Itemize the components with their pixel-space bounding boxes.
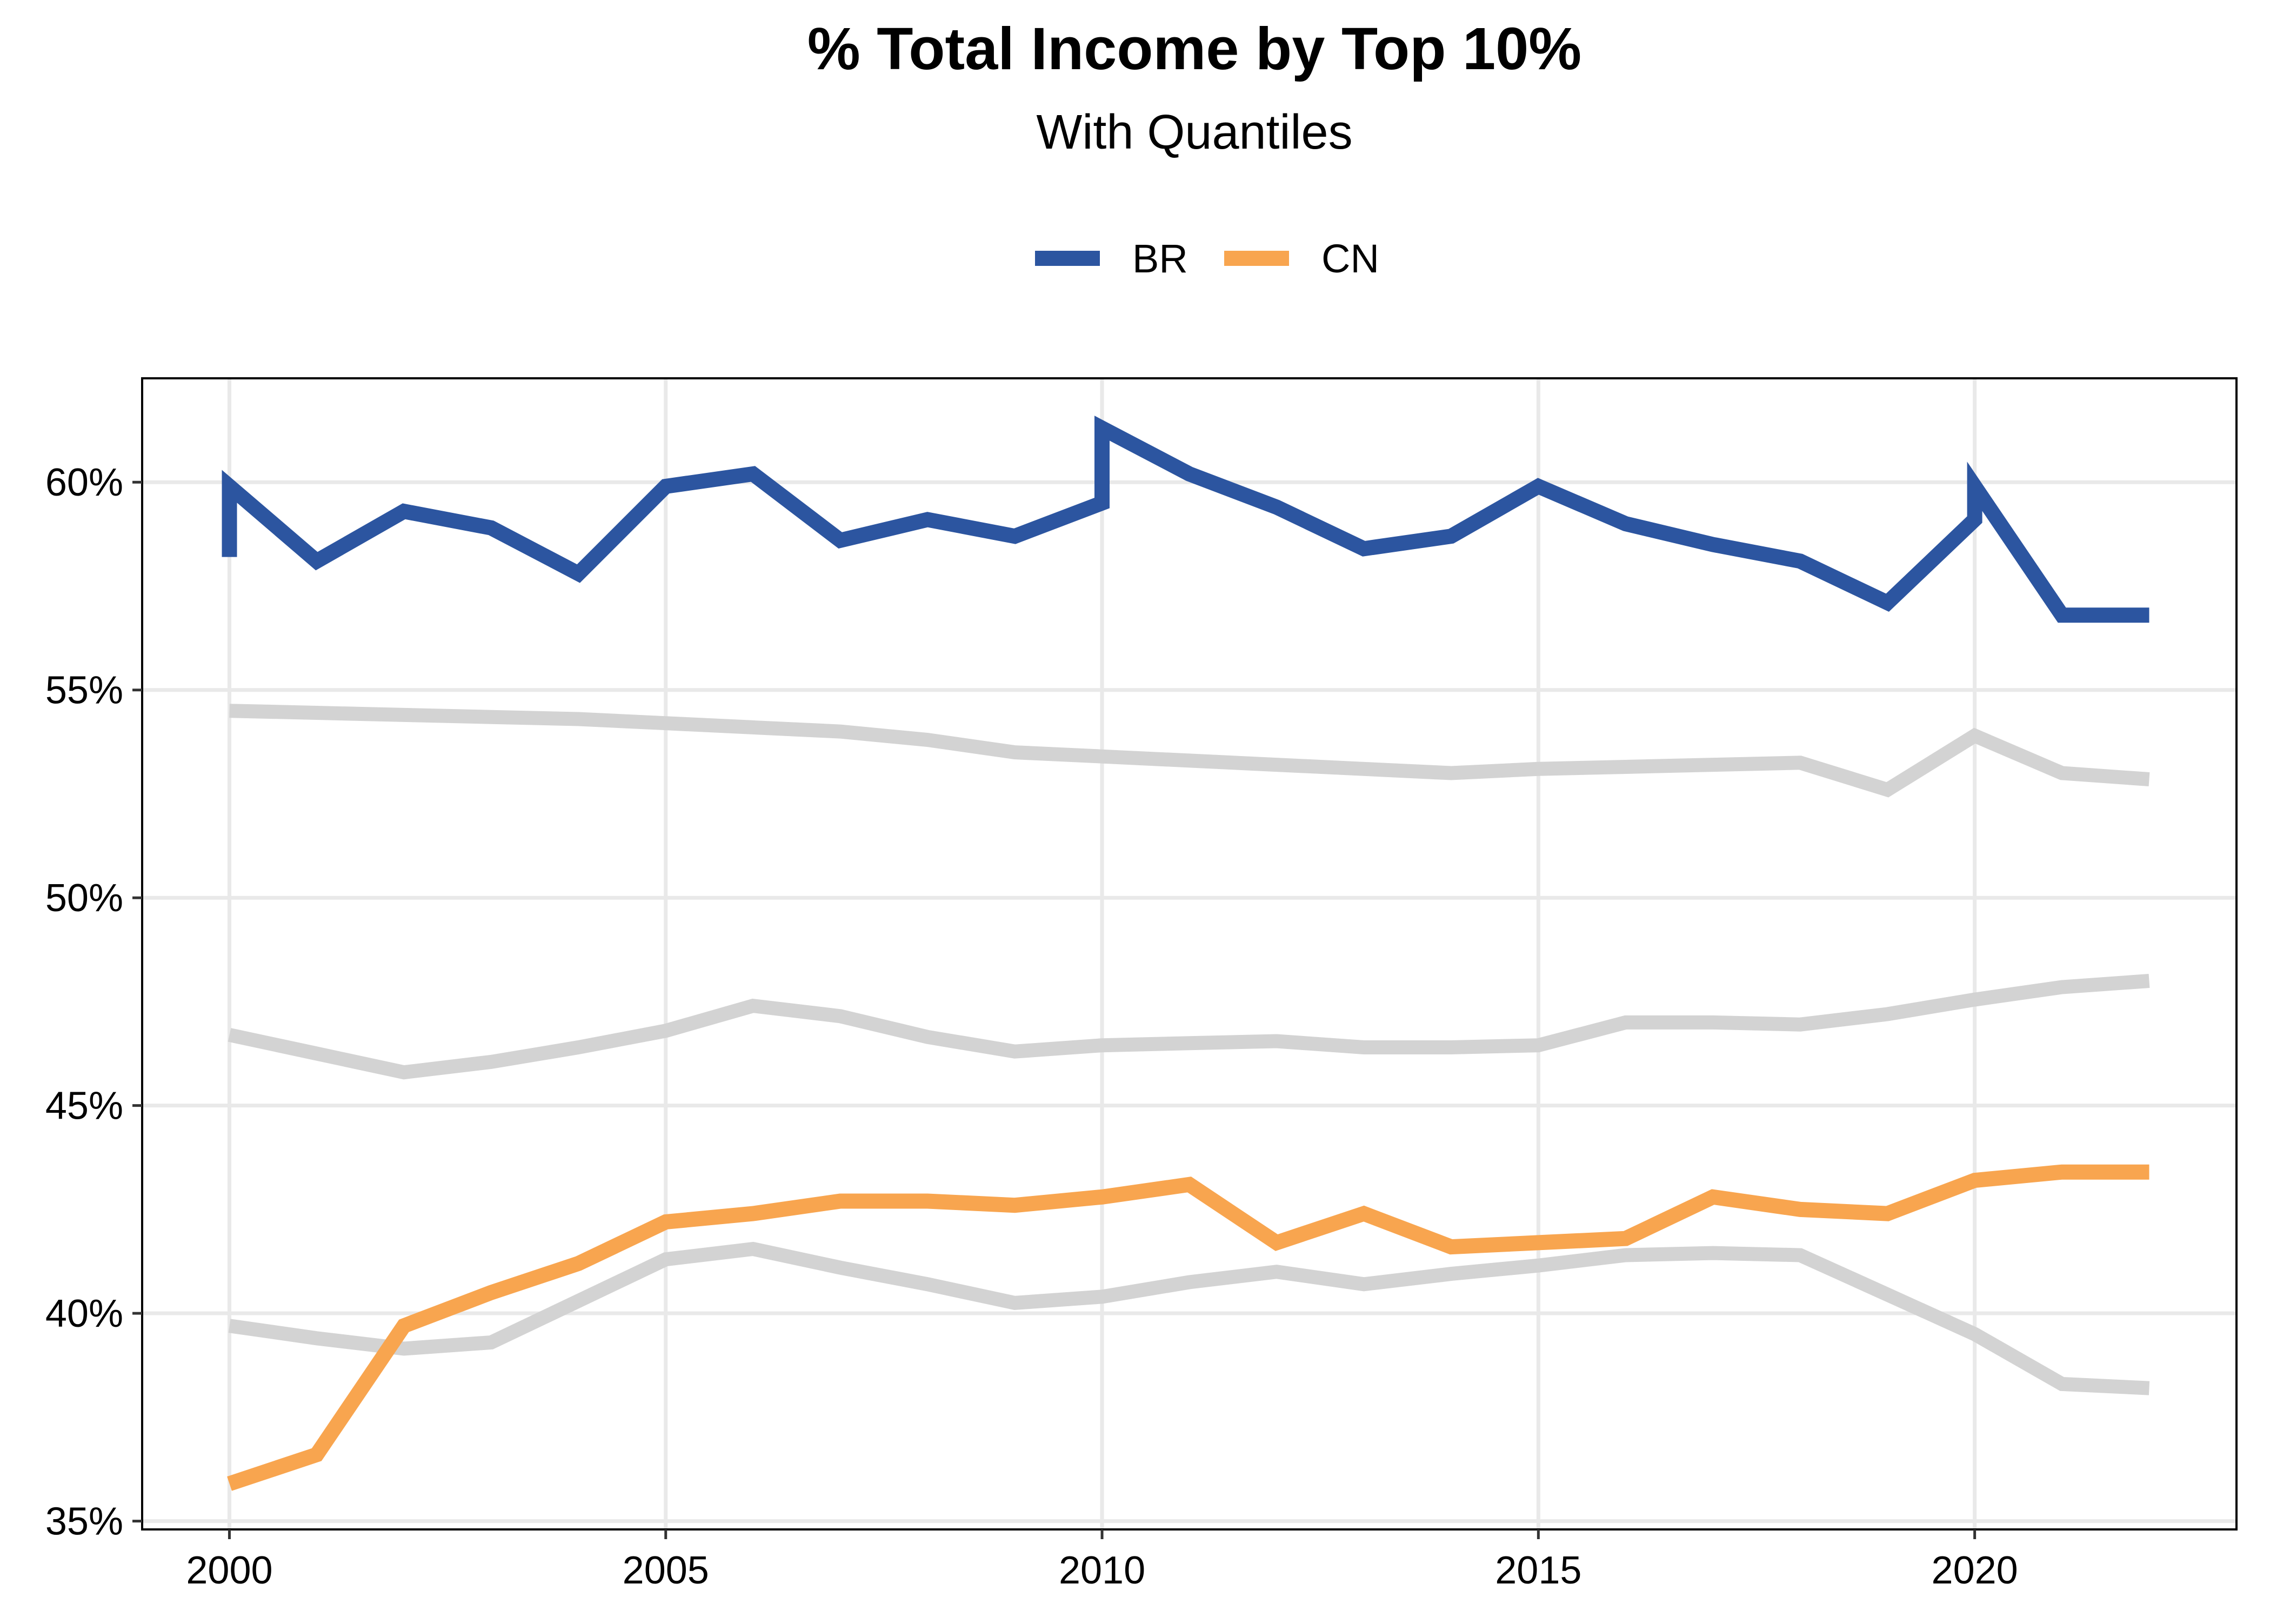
x-axis: 2000 2005 2010 2015 2020 [186,1529,2018,1592]
legend-label-cn: CN [1321,236,1379,281]
series-line-cn [227,1164,2149,1491]
y-tick-label: 60% [45,461,123,504]
quantile-line-3 [228,1241,2150,1395]
quantile-line-2 [228,974,2150,1080]
y-tick-label: 50% [45,877,123,920]
legend-label-br: BR [1132,236,1188,281]
x-tick-label: 2020 [1932,1549,2018,1592]
y-tick-label: 35% [45,1500,123,1543]
chart-subtitle: With Quantiles [1036,105,1352,159]
y-tick-label: 55% [45,669,123,712]
chart-legend: BR CN [1035,236,1379,281]
x-tick-label: 2000 [186,1549,272,1592]
y-tick-label: 40% [45,1292,123,1335]
series-lines [222,416,2149,1491]
x-tick-label: 2005 [623,1549,709,1592]
plot-panel-border [141,377,2238,1531]
x-tick-label: 2015 [1495,1549,1581,1592]
y-tick-label: 45% [45,1085,123,1128]
quantile-line-1 [229,704,2150,798]
legend-item-cn: CN [1224,236,1379,281]
x-tick-label: 2010 [1059,1549,1145,1592]
quantile-lines [228,704,2150,1395]
chart-title: % Total Income by Top 10% [807,16,1581,82]
series-line-br [222,416,2149,623]
y-axis: 35% 40% 45% 50% 55% 60% [45,461,142,1543]
legend-item-br: BR [1035,236,1188,281]
